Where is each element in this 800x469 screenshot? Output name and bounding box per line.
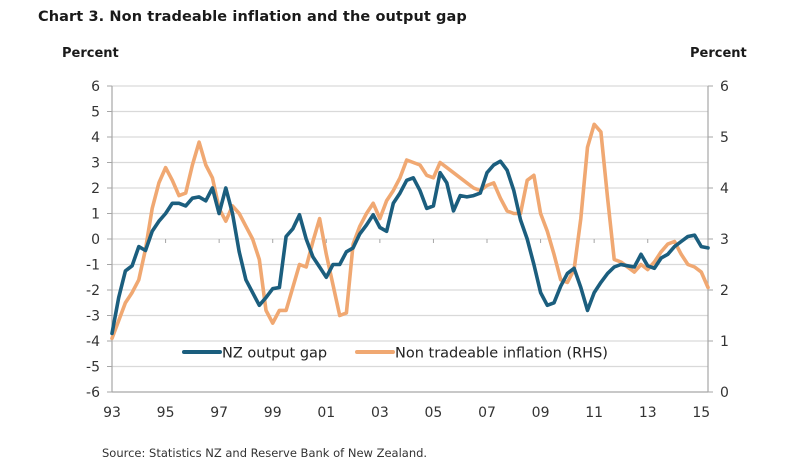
right-tick-label: 2 <box>720 283 729 299</box>
left-tick-label: 4 <box>91 130 100 146</box>
left-axis-ticks: 6 5 4 3 2 1 0 -1 -2 -3 -4 -5 -6 <box>86 79 112 401</box>
series-line-output-gap <box>110 159 710 336</box>
series-lines <box>110 122 710 341</box>
right-tick-label: 3 <box>720 232 729 248</box>
right-tick-label: 4 <box>720 181 729 197</box>
left-tick-label: 2 <box>91 181 100 197</box>
left-tick-label: 6 <box>91 79 100 95</box>
left-tick-label: -2 <box>86 283 100 299</box>
series-line-non-tradeable-inflation <box>110 122 710 341</box>
left-tick-label: 5 <box>91 105 100 121</box>
left-axis-unit-label: Percent <box>62 46 119 61</box>
left-tick-label: 0 <box>91 232 100 248</box>
right-axis-unit-label: Percent <box>690 46 747 61</box>
x-tick-label: 01 <box>317 405 335 421</box>
legend-label-non-tradeable-inflation: Non tradeable inflation (RHS) <box>395 346 608 362</box>
legend-background <box>180 343 640 362</box>
right-axis-ticks: 6 5 4 3 2 1 0 <box>708 79 729 401</box>
right-tick-label: 1 <box>720 334 729 350</box>
x-axis-ticks: 93 95 97 99 01 03 05 07 09 11 13 15 <box>103 239 710 421</box>
right-tick-label: 0 <box>720 385 729 401</box>
gridlines <box>112 85 708 368</box>
left-tick-label: -6 <box>86 385 100 401</box>
x-tick-label: 03 <box>371 405 389 421</box>
x-tick-label: 13 <box>639 405 657 421</box>
x-tick-label: 15 <box>692 405 710 421</box>
left-tick-label: -4 <box>86 334 100 350</box>
left-tick-label: -5 <box>86 360 100 376</box>
left-tick-label: 1 <box>91 207 100 223</box>
x-tick-label: 09 <box>532 405 550 421</box>
x-tick-label: 97 <box>210 405 228 421</box>
legend: NZ output gap Non tradeable inflation (R… <box>180 343 640 362</box>
left-tick-label: -3 <box>86 309 100 325</box>
right-tick-label: 6 <box>720 79 729 95</box>
right-tick-label: 5 <box>720 130 729 146</box>
left-tick-label: -1 <box>86 258 100 274</box>
x-tick-label: 99 <box>264 405 282 421</box>
x-tick-label: 95 <box>157 405 175 421</box>
x-tick-label: 05 <box>425 405 443 421</box>
source-note: Source: Statistics NZ and Reserve Bank o… <box>102 446 428 460</box>
x-tick-label: 07 <box>478 405 496 421</box>
legend-label-output-gap: NZ output gap <box>222 346 327 362</box>
x-tick-label: 93 <box>103 405 121 421</box>
left-tick-label: 3 <box>91 156 100 172</box>
x-tick-label: 11 <box>585 405 603 421</box>
chart-title: Chart 3. Non tradeable inflation and the… <box>38 9 467 25</box>
